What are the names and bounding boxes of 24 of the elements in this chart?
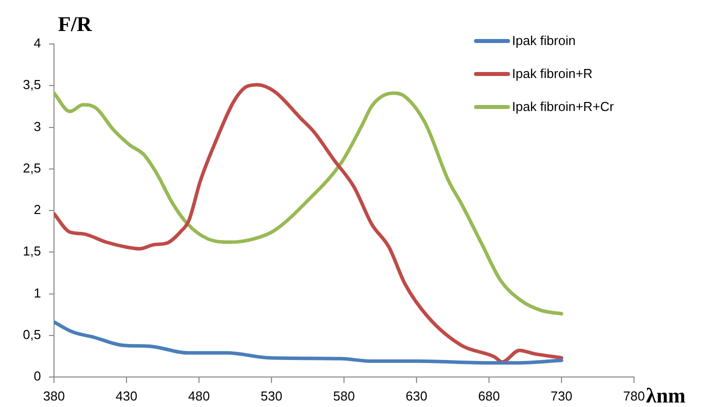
y-tick-label: 2,5 <box>22 160 41 176</box>
x-tick-label: 630 <box>406 388 428 404</box>
line-series <box>54 320 564 365</box>
x-tick-label: 430 <box>116 388 138 404</box>
legend-label: Ipak fibroin <box>512 33 576 48</box>
y-tick-label: 3,5 <box>22 77 41 92</box>
x-axis-title: λnm <box>646 383 686 407</box>
x-tick-label: 730 <box>550 388 572 404</box>
x-tick-label: 380 <box>43 388 65 404</box>
legend-label: Ipak fibroin+R <box>512 66 593 81</box>
x-tick-label: 530 <box>260 388 282 404</box>
x-tick-label: 780 <box>623 388 645 404</box>
y-axis-title: F/R <box>58 12 93 36</box>
x-tick-label: 680 <box>478 388 500 404</box>
y-tick-label: 3 <box>34 118 41 134</box>
y-tick-label: 1 <box>34 285 41 300</box>
y-tick-label: 1,5 <box>22 244 41 259</box>
y-tick-label: 2 <box>34 202 41 218</box>
legend-label: Ipak fibroin+R+Cr <box>512 99 614 114</box>
x-tick-label: 580 <box>333 388 355 404</box>
x-tick-label: 480 <box>188 388 210 404</box>
y-tick-label: 0,5 <box>22 326 41 342</box>
y-tick-label: 0 <box>34 368 41 384</box>
y-tick-label: 4 <box>34 36 41 51</box>
